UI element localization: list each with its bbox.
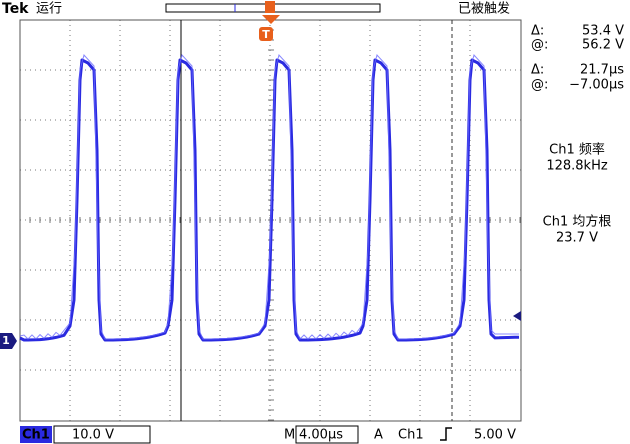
trigger-position bbox=[265, 1, 275, 13]
readout-value: 21.7µs bbox=[580, 63, 624, 78]
measurement-value: 23.7 V bbox=[556, 231, 598, 246]
readout-label: @: bbox=[531, 78, 548, 93]
timebase: 4.00µs bbox=[299, 428, 343, 443]
readout-value: −7.00µs bbox=[569, 78, 624, 93]
vertical-scale: 10.0 V bbox=[72, 428, 114, 443]
readout-label: Δ: bbox=[531, 24, 544, 39]
edge-symbol bbox=[440, 427, 452, 441]
trigger-mode: A bbox=[374, 428, 383, 443]
trigger-level: 5.00 V bbox=[474, 428, 516, 443]
measurement-value: 128.8kHz bbox=[546, 159, 608, 174]
footer-channel: Ch1 bbox=[22, 428, 50, 443]
timebase-label: M bbox=[284, 428, 295, 443]
readout-label: @: bbox=[531, 38, 548, 53]
trigger-status: 已被触发 bbox=[458, 1, 510, 17]
trigger-arrow bbox=[262, 15, 280, 24]
measurement-label: Ch1 频率 bbox=[549, 142, 605, 158]
scale-box bbox=[53, 425, 151, 444]
run-status: 运行 bbox=[36, 2, 62, 17]
measurement-label: Ch1 均方根 bbox=[543, 214, 612, 230]
channel-marker-box bbox=[0, 333, 17, 349]
waveform bbox=[19, 58, 520, 342]
readout-label: Δ: bbox=[531, 63, 544, 78]
brand: Tek bbox=[2, 1, 29, 17]
timebase-box bbox=[295, 425, 359, 444]
channel-marker: 1 bbox=[2, 334, 10, 347]
readout-value: 56.2 V bbox=[582, 38, 624, 53]
channel-badge bbox=[20, 426, 52, 443]
level-marker bbox=[513, 311, 521, 321]
trigger-source: Ch1 bbox=[398, 428, 424, 443]
waveform-noise bbox=[19, 53, 519, 340]
trigger-marker: T bbox=[262, 28, 270, 41]
trigger-marker-box bbox=[259, 27, 273, 41]
readout-value: 53.4 V bbox=[582, 24, 624, 39]
cursor-readouts: Δ: 53.4 V @: 56.2 V Δ: 21.7µs @: −7.00µs bbox=[531, 24, 624, 93]
